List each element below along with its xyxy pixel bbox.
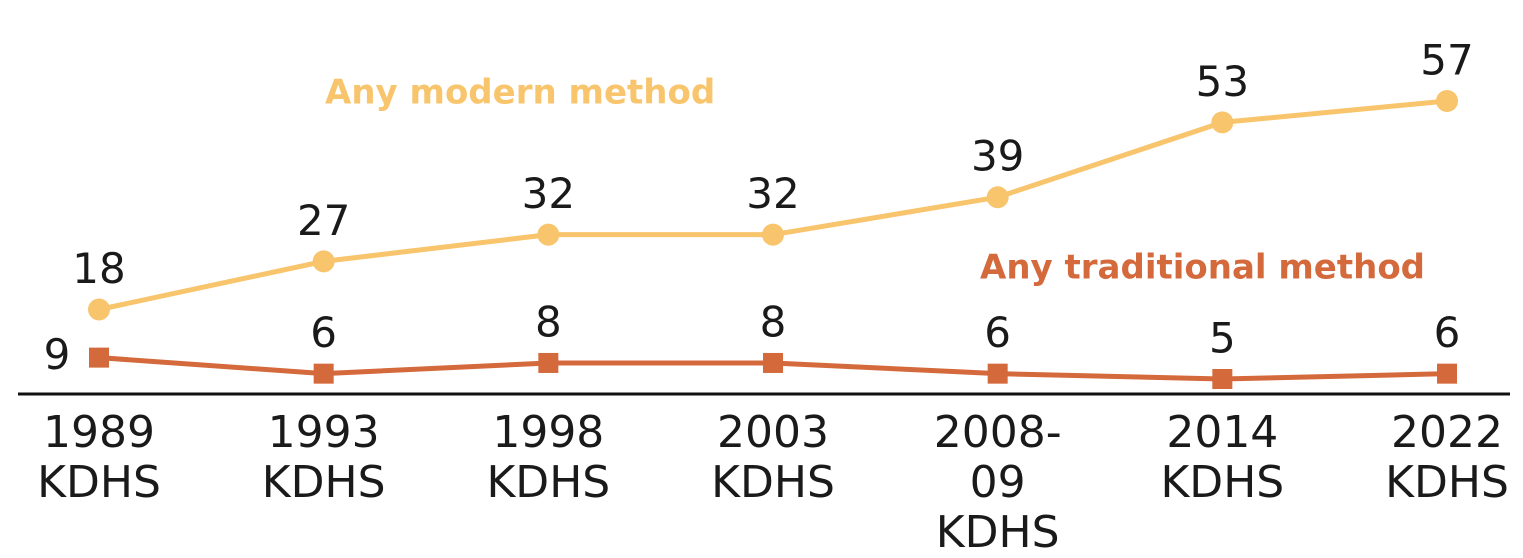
data-label: 8 xyxy=(535,297,562,346)
marker xyxy=(987,363,1008,384)
x-tick-label: 2022 KDHS xyxy=(1385,407,1509,508)
data-label: 53 xyxy=(1196,57,1249,106)
series-label: Any traditional method xyxy=(980,248,1425,288)
chart: Any modern method Any traditional method… xyxy=(18,36,1510,396)
marker xyxy=(762,223,784,246)
marker xyxy=(313,363,334,384)
marker xyxy=(538,352,559,373)
series-label: Any modern method xyxy=(325,73,715,113)
data-label: 6 xyxy=(1434,308,1461,357)
data-label: 39 xyxy=(971,132,1024,181)
x-tick-label: 2003 KDHS xyxy=(711,407,835,508)
data-label: 32 xyxy=(746,169,799,218)
marker xyxy=(1436,90,1458,112)
marker xyxy=(986,186,1009,209)
data-label: 8 xyxy=(760,297,787,346)
page: Any modern method Any traditional method… xyxy=(18,35,1510,558)
marker xyxy=(1437,363,1457,384)
data-label: 9 xyxy=(44,330,71,379)
data-label: 5 xyxy=(1209,314,1236,363)
marker xyxy=(763,352,783,373)
marker xyxy=(1212,369,1233,389)
x-tick-label: 1998 KDHS xyxy=(486,407,611,508)
data-label: 32 xyxy=(522,169,575,218)
marker xyxy=(89,347,109,368)
x-tick-label: 2008-09 KDHS xyxy=(933,407,1062,558)
marker xyxy=(537,223,560,246)
data-label: 6 xyxy=(310,308,337,357)
x-tick-label: 1993 KDHS xyxy=(261,407,386,508)
data-label: 6 xyxy=(984,308,1011,357)
data-label: 18 xyxy=(72,244,125,293)
data-label: 57 xyxy=(1420,36,1473,85)
marker xyxy=(88,298,110,321)
data-label: 27 xyxy=(297,196,350,245)
marker xyxy=(1211,111,1234,134)
marker xyxy=(312,250,335,273)
x-tick-label: 2014 KDHS xyxy=(1160,407,1285,508)
x-tick-label: 1989 KDHS xyxy=(37,407,161,508)
